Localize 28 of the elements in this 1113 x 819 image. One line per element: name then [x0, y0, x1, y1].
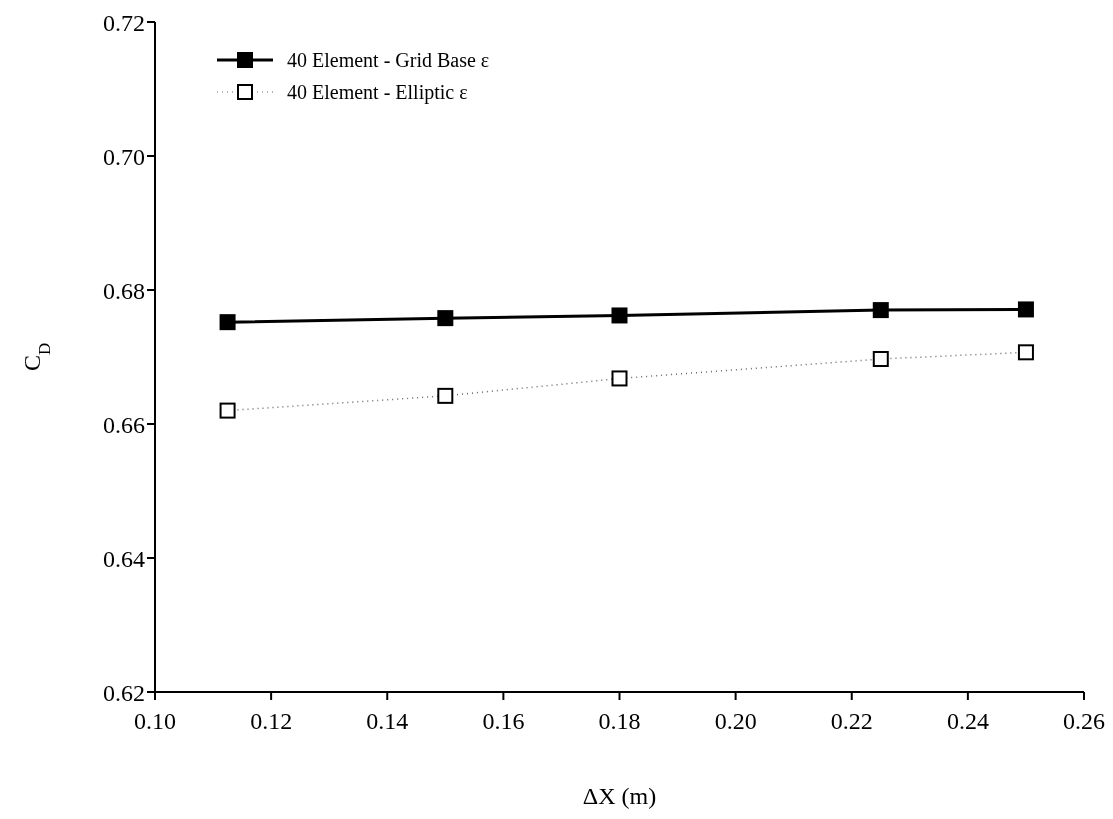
x-tick-label: 0.24 [946, 708, 989, 735]
point [1017, 301, 1034, 318]
point [872, 351, 889, 368]
point [611, 370, 628, 387]
point [872, 302, 889, 319]
y-tick-label: 0.70 [103, 143, 145, 170]
point [219, 402, 236, 419]
x-axis-title: ΔX (m) [582, 783, 657, 809]
x-tick-label: 0.12 [250, 708, 293, 735]
x-tick-label: 0.14 [366, 708, 409, 735]
y-tick-label: 0.66 [103, 411, 145, 438]
point [437, 387, 454, 404]
x-tick-label: 0.26 [1063, 708, 1105, 735]
x-tick-label: 0.16 [482, 708, 525, 735]
x-tick-label: 0.18 [598, 708, 641, 735]
x-tick-label: 0.20 [714, 708, 757, 735]
y-tick-label: 0.68 [103, 277, 145, 304]
y-tick-label: 0.64 [103, 545, 145, 572]
point [611, 307, 628, 324]
x-tick-label: 0.10 [134, 708, 176, 735]
y-tick-label: 0.72 [103, 9, 145, 36]
point [437, 310, 454, 327]
y-tick-label: 0.62 [103, 679, 145, 706]
point [219, 314, 236, 331]
legend-label: 40 Element - Elliptic ε [287, 80, 468, 104]
point [1017, 344, 1034, 361]
x-tick-label: 0.22 [830, 708, 873, 735]
legend-label: 40 Element - Grid Base ε [287, 48, 490, 72]
